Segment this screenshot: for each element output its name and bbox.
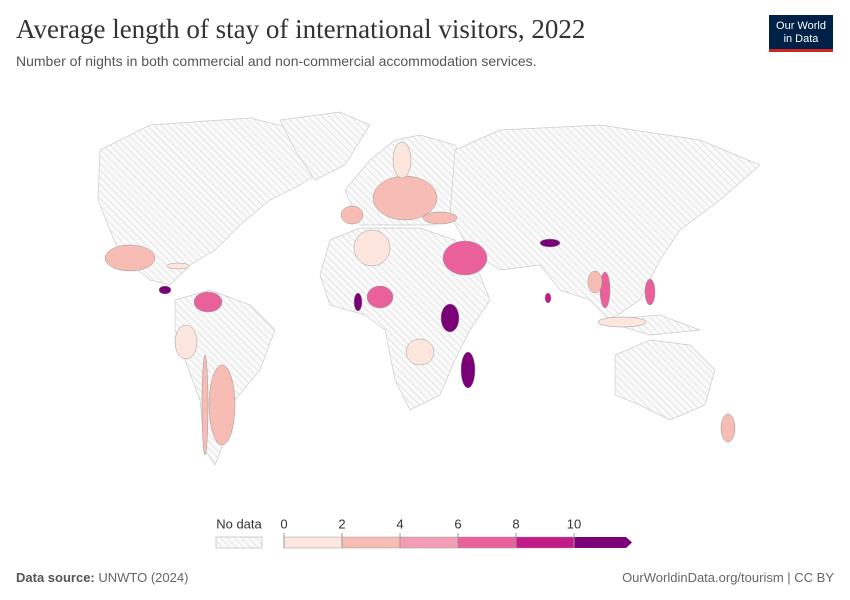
asia: [449, 124, 761, 321]
source-label: Data source:: [16, 570, 95, 585]
africa: [319, 227, 491, 411]
country: [174, 324, 198, 360]
logo-line: Our World: [776, 20, 826, 32]
country: [597, 316, 647, 328]
regions: [104, 141, 736, 456]
north-america: [97, 117, 331, 286]
country: [166, 262, 190, 270]
legend-bin: [574, 537, 632, 548]
greenland: [279, 111, 371, 181]
logo-line: in Data: [783, 33, 819, 45]
legend-bin: [457, 536, 517, 549]
legend-tick-label: 0: [280, 516, 287, 531]
country: [353, 229, 391, 267]
country: [587, 270, 603, 294]
country: [193, 291, 223, 313]
logo[interactable]: Our World in Data: [769, 15, 833, 52]
country: [460, 351, 476, 389]
country: [544, 292, 552, 304]
country: [539, 238, 561, 248]
country: [104, 244, 156, 272]
legend-tick-label: 8: [512, 516, 519, 531]
country: [372, 175, 438, 221]
legend-tick-label: 6: [454, 516, 461, 531]
country: [353, 292, 363, 312]
no-data-swatch: [215, 536, 263, 549]
legend-tick-label: 4: [396, 516, 403, 531]
url[interactable]: OurWorldinData.org/tourism | CC BY: [622, 570, 834, 585]
legend-tick-label: 10: [567, 516, 581, 531]
country: [644, 278, 656, 306]
source-text: UNWTO (2024): [98, 570, 189, 585]
no-data-label: No data: [216, 516, 262, 531]
legend-tick-label: 2: [338, 516, 345, 531]
legend-bin: [341, 536, 401, 549]
country: [366, 285, 394, 309]
country: [442, 240, 488, 276]
country: [440, 303, 460, 333]
title: Average length of stay of international …: [16, 14, 586, 44]
land: [97, 111, 761, 466]
country: [720, 413, 736, 443]
source: Data source: UNWTO (2024): [16, 570, 188, 585]
legend-bin: [283, 536, 343, 549]
country: [340, 205, 364, 225]
legend: No data 0 2 4 6 8 10: [215, 516, 632, 549]
legend-bin: [399, 536, 459, 549]
country: [201, 354, 209, 456]
country: [158, 285, 172, 295]
country: [208, 364, 236, 446]
country: [392, 141, 412, 179]
country: [422, 211, 458, 225]
australia: [614, 339, 716, 421]
country: [405, 338, 435, 366]
legend-bin: [515, 536, 575, 549]
subtitle: Number of nights in both commercial and …: [16, 53, 537, 69]
